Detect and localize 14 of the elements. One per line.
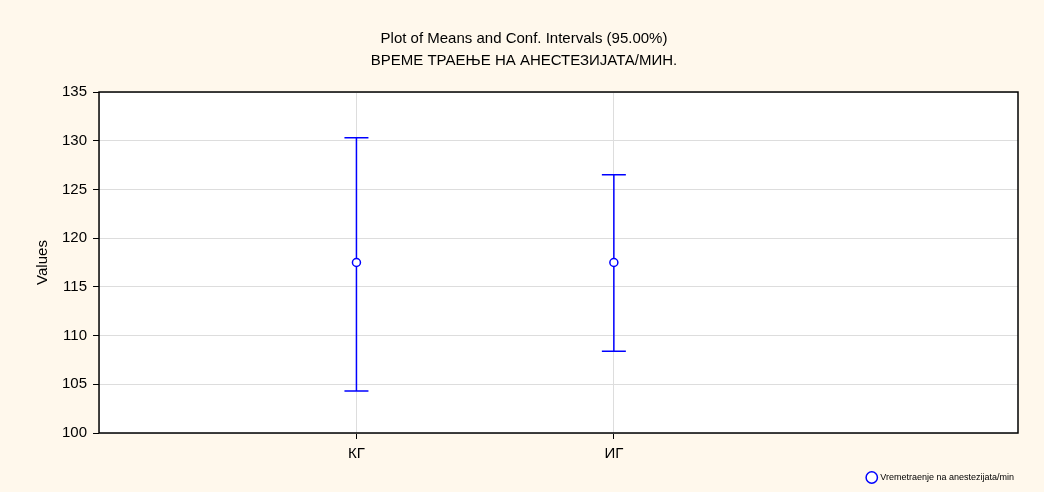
y-tick-label: 105 [62,374,88,392]
y-axis-title: Values [33,240,51,285]
x-tick-label: ИГ [604,444,624,462]
chart-title: Plot of Means and Conf. Intervals (95.00%) [380,29,668,47]
y-tick-label: 125 [62,179,88,197]
y-tick-label: 135 [62,82,88,100]
legend-label: Vremetraenje na anestezijata/min [880,471,1015,482]
y-tick-label: 115 [63,277,88,294]
x-tick-label: КГ [348,444,365,462]
y-tick-label: 110 [63,325,88,343]
y-tick-label: 120 [62,228,88,246]
y-tick-label: 100 [62,423,88,441]
y-tick-label: 130 [62,130,88,148]
chart-subtitle: ВРЕМЕ ТРАЕЊЕ НА АНЕСТЕЗИЈАТА/МИН. [370,51,678,69]
